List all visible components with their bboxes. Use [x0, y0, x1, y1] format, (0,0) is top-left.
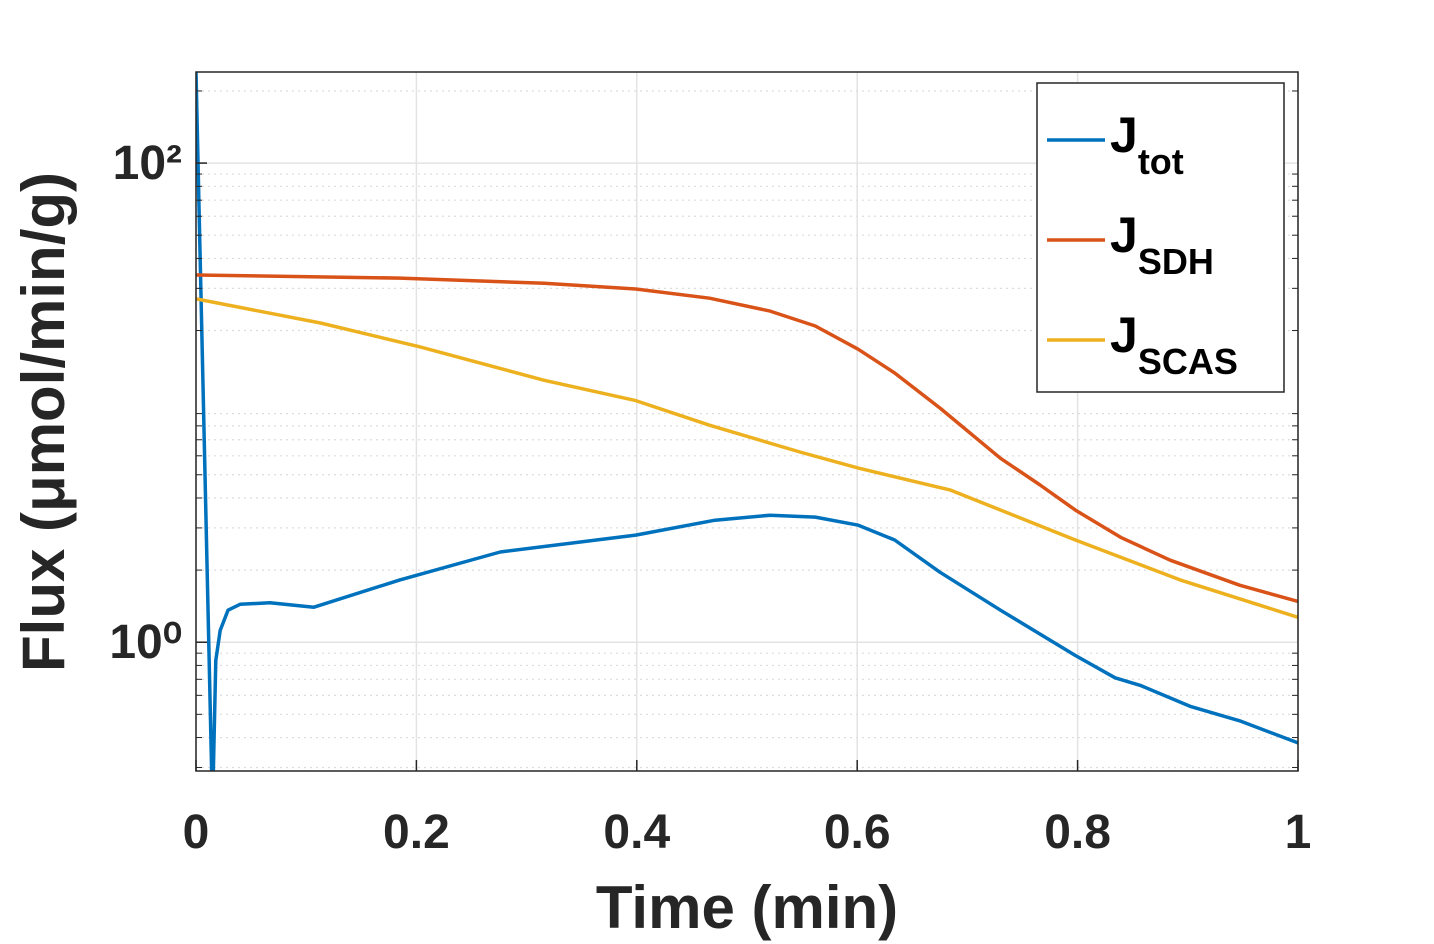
legend-name: J — [1110, 207, 1138, 263]
x-tick-label: 1 — [1285, 806, 1312, 859]
x-tick-label: 0.6 — [824, 806, 891, 859]
legend-subscript: SDH — [1138, 241, 1214, 282]
legend-name: J — [1110, 107, 1138, 163]
legend-label: JSCAS — [1110, 307, 1238, 382]
series-line — [196, 273, 1298, 604]
x-tick-label: 0 — [183, 806, 210, 859]
ticks: 10⁰ 10² 0 0.2 0.4 0.6 0.8 1 — [109, 90, 1312, 859]
axes-box — [195, 71, 1299, 772]
y-tick-label: 10⁰ — [109, 616, 182, 669]
legend-label: JSDH — [1110, 207, 1214, 282]
x-tick-label: 0.4 — [603, 806, 670, 859]
x-tick-label: 0.8 — [1044, 806, 1111, 859]
x-axis-label: Time (min) — [596, 874, 898, 941]
legend-name: J — [1110, 307, 1138, 363]
x-tick-label: 0.2 — [383, 806, 450, 859]
y-axis-label: Flux (μmol/min/g) — [10, 172, 77, 672]
y-tick-label: 10² — [113, 137, 182, 190]
series-line — [196, 297, 1298, 619]
plot-area — [196, 72, 1298, 771]
legend-subscript: SCAS — [1138, 341, 1238, 382]
legend-subscript: tot — [1138, 141, 1184, 182]
legend-label: Jtot — [1110, 107, 1184, 182]
series-line — [196, 72, 1298, 771]
